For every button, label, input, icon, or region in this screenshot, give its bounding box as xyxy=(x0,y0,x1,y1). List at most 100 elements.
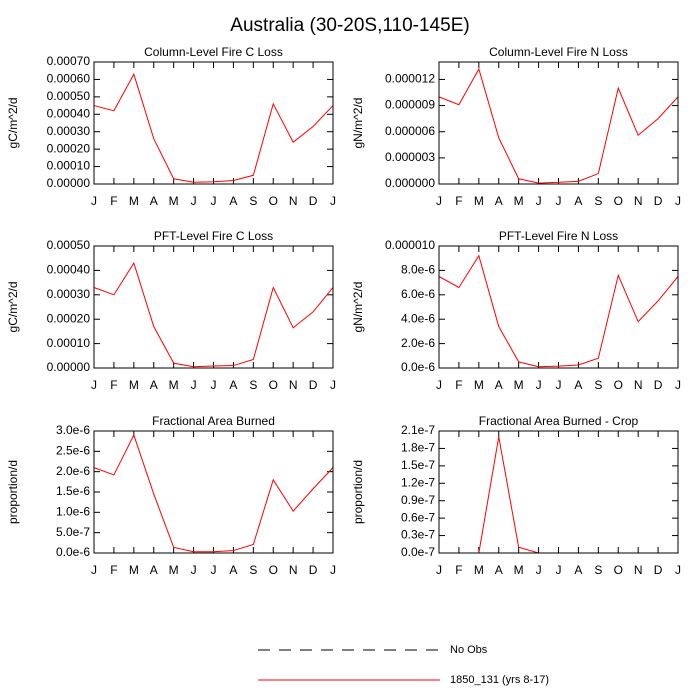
x-tick-label: S xyxy=(594,563,602,577)
x-tick-label: J xyxy=(675,563,681,577)
y-tick-label: 0.3e-7 xyxy=(401,528,435,542)
y-tick-label: 0.00040 xyxy=(47,263,91,277)
data-line xyxy=(439,436,678,554)
y-tick-label: 0.000010 xyxy=(385,238,435,252)
panel-title: Column-Level Fire N Loss xyxy=(489,45,628,59)
panel-title: Fractional Area Burned xyxy=(152,414,275,428)
y-tick-label: 0.000000 xyxy=(385,176,435,190)
y-tick-label: 0.0e-6 xyxy=(56,545,90,559)
y-tick-label: 0.00010 xyxy=(47,159,91,173)
x-tick-label: N xyxy=(289,378,298,392)
x-tick-label: S xyxy=(594,194,602,208)
data-line xyxy=(93,433,334,553)
x-tick-label: F xyxy=(110,378,117,392)
x-tick-label: M xyxy=(514,378,524,392)
x-tick-label: D xyxy=(309,378,318,392)
x-tick-label: J xyxy=(330,563,336,577)
y-axis-label: gN/m^2/d xyxy=(351,98,365,149)
y-tick-label: 0.9e-7 xyxy=(401,493,435,507)
x-tick-label: N xyxy=(289,194,298,208)
x-tick-label: D xyxy=(654,194,663,208)
x-tick-label: J xyxy=(91,378,97,392)
y-axis-label: gC/m^2/d xyxy=(6,98,20,149)
y-axis-label: proportion/d xyxy=(6,460,20,524)
x-tick-label: M xyxy=(169,378,179,392)
y-tick-label: 0.0e-7 xyxy=(401,545,435,559)
x-tick-label: J xyxy=(211,378,217,392)
data-line xyxy=(438,254,679,368)
x-tick-label: M xyxy=(514,194,524,208)
x-tick-label: M xyxy=(129,563,139,577)
x-tick-label: J xyxy=(191,563,197,577)
y-tick-label: 1.2e-7 xyxy=(401,475,435,489)
x-tick-label: D xyxy=(654,378,663,392)
y-axis-label: gC/m^2/d xyxy=(6,282,20,333)
x-tick-label: F xyxy=(455,194,462,208)
x-tick-label: S xyxy=(249,378,257,392)
x-tick-label: D xyxy=(309,563,318,577)
x-tick-label: J xyxy=(330,194,336,208)
y-tick-label: 0.000003 xyxy=(385,150,435,164)
x-tick-label: S xyxy=(249,563,257,577)
x-tick-label: O xyxy=(269,378,278,392)
plot-frame xyxy=(438,245,679,369)
x-tick-label: J xyxy=(556,378,562,392)
x-tick-label: J xyxy=(675,378,681,392)
x-tick-label: M xyxy=(129,378,139,392)
x-tick-label: O xyxy=(614,378,623,392)
plot-frame xyxy=(438,61,679,185)
x-tick-label: J xyxy=(436,194,442,208)
x-tick-label: J xyxy=(330,378,336,392)
x-tick-label: J xyxy=(536,194,542,208)
x-tick-label: J xyxy=(536,378,542,392)
y-tick-label: 1.0e-6 xyxy=(56,505,90,519)
data-line xyxy=(438,67,679,184)
x-tick-label: D xyxy=(309,194,318,208)
y-tick-label: 0.00070 xyxy=(47,54,91,68)
y-tick-label: 0.00060 xyxy=(47,72,91,86)
y-tick-label: 0.000006 xyxy=(385,124,435,138)
x-tick-label: A xyxy=(495,563,503,577)
y-tick-label: 0.00030 xyxy=(47,124,91,138)
x-tick-label: M xyxy=(129,194,139,208)
legend-label: 1850_131 (yrs 8-17) xyxy=(450,674,549,686)
x-tick-label: A xyxy=(495,378,503,392)
x-tick-label: A xyxy=(495,194,503,208)
legend-label: No Obs xyxy=(450,644,488,656)
y-tick-label: 0.000009 xyxy=(385,98,435,112)
x-tick-label: M xyxy=(169,194,179,208)
x-tick-label: M xyxy=(474,563,484,577)
x-tick-label: J xyxy=(191,378,197,392)
x-tick-label: O xyxy=(614,563,623,577)
x-tick-label: F xyxy=(110,194,117,208)
y-tick-label: 0.000012 xyxy=(385,72,435,86)
x-tick-label: F xyxy=(110,563,117,577)
x-tick-label: A xyxy=(574,194,582,208)
x-tick-label: N xyxy=(634,378,643,392)
y-tick-label: 2.0e-6 xyxy=(56,464,90,478)
x-tick-label: M xyxy=(474,194,484,208)
y-tick-label: 2.5e-6 xyxy=(56,444,90,458)
x-tick-label: A xyxy=(229,378,237,392)
plot-frame xyxy=(93,245,334,369)
data-line xyxy=(93,72,334,183)
y-tick-label: 0.00000 xyxy=(47,176,91,190)
y-tick-label: 5.0e-7 xyxy=(56,525,90,539)
x-tick-label: N xyxy=(634,194,643,208)
x-tick-label: N xyxy=(634,563,643,577)
x-tick-label: J xyxy=(556,194,562,208)
x-tick-label: F xyxy=(455,378,462,392)
x-tick-label: N xyxy=(289,563,298,577)
x-tick-label: F xyxy=(455,563,462,577)
y-tick-label: 2.1e-7 xyxy=(401,423,435,437)
y-tick-label: 0.00020 xyxy=(47,141,91,155)
x-tick-label: M xyxy=(514,563,524,577)
x-tick-label: J xyxy=(436,563,442,577)
y-tick-label: 1.5e-6 xyxy=(56,484,90,498)
y-tick-label: 0.00050 xyxy=(47,238,91,252)
y-tick-label: 0.00020 xyxy=(47,311,91,325)
x-tick-label: D xyxy=(654,563,663,577)
x-tick-label: M xyxy=(474,378,484,392)
plot-frame xyxy=(93,61,334,185)
